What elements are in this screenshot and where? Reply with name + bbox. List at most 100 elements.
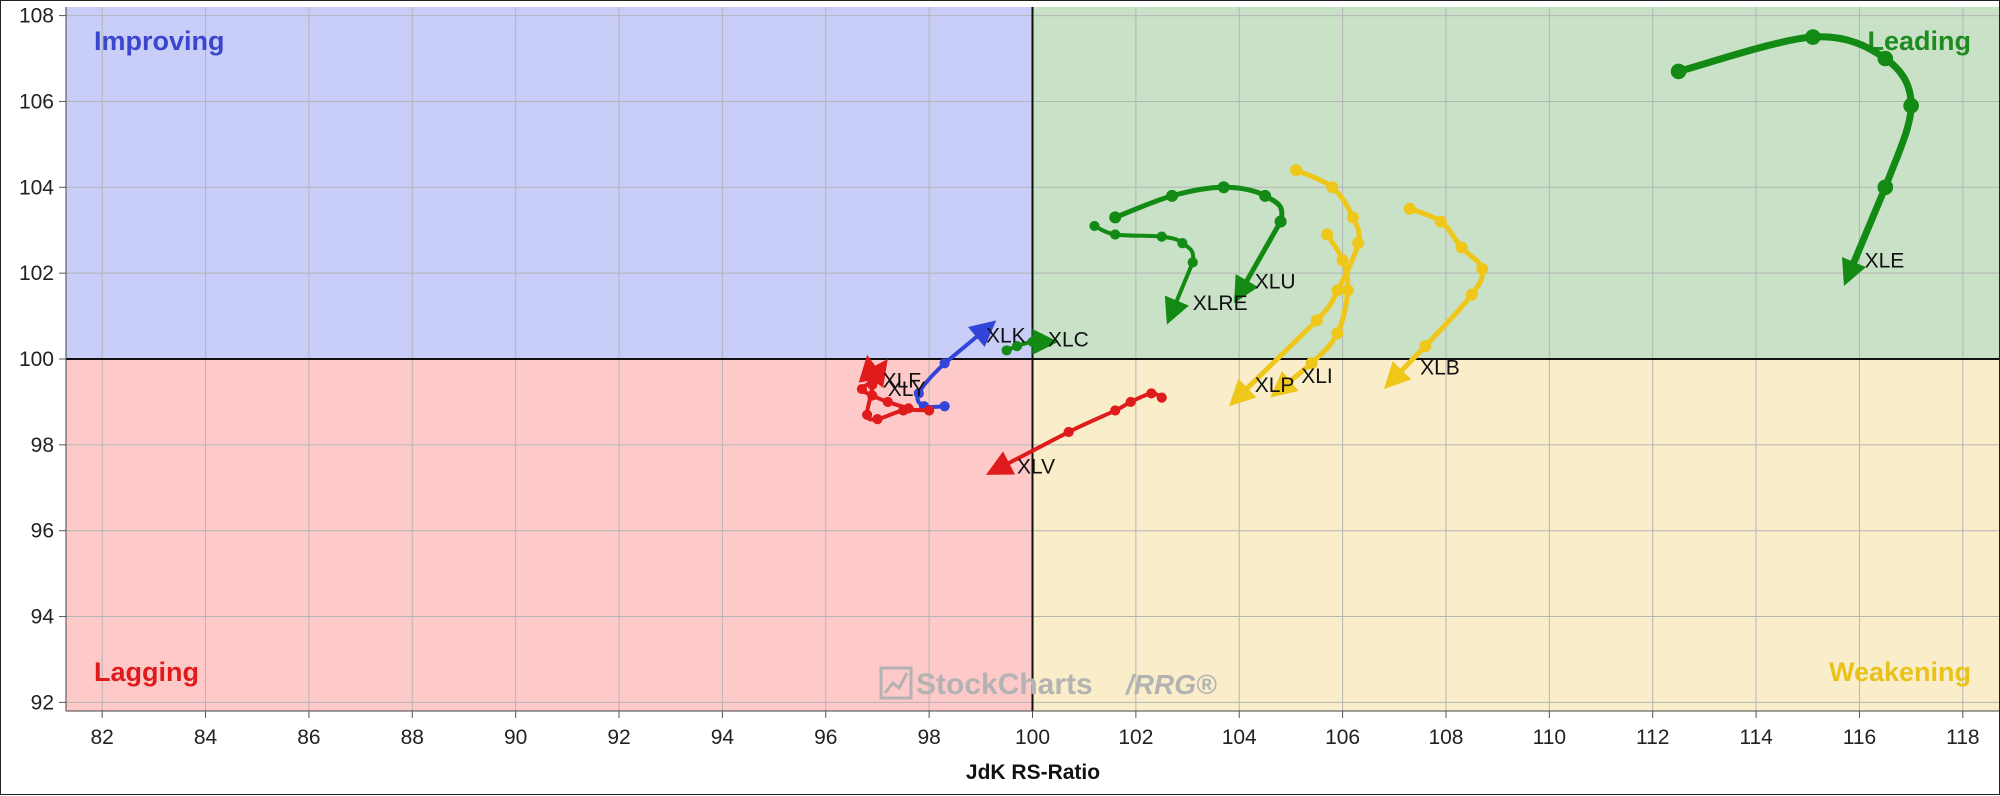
- tail-point-xlf: [862, 409, 873, 420]
- quadrant-lagging: [66, 359, 1033, 711]
- tail-label-xly: XLY: [888, 378, 926, 401]
- tail-point-xle: [1877, 50, 1894, 67]
- x-tick-label: 108: [1428, 726, 1463, 749]
- tail-point-xlv: [1146, 388, 1157, 399]
- quadrant-backgrounds: [66, 7, 1999, 711]
- series-xlc: [1001, 328, 1059, 356]
- tail-point-xlp: [1310, 314, 1323, 327]
- quadrant-label-lagging: Lagging: [94, 657, 199, 687]
- tail-point-xlv: [1156, 392, 1167, 403]
- tail-point-xle: [1877, 179, 1894, 196]
- watermark-logo-icon: [879, 666, 913, 700]
- x-tick-label: 110: [1533, 726, 1566, 749]
- tail-arrowhead-xlv: [985, 451, 1016, 475]
- x-tick-label: 84: [194, 726, 218, 749]
- series-xli: [1270, 228, 1354, 398]
- tail-label-xle: XLE: [1865, 249, 1905, 272]
- x-tick-label: 114: [1739, 726, 1773, 749]
- tail-arrowhead-xlk: [968, 320, 997, 347]
- tail-point-xlp: [1290, 164, 1303, 177]
- series-xlp: [1228, 164, 1365, 407]
- watermark: StockCharts /RRG®: [879, 666, 1217, 701]
- tail-arrowhead-xlre: [1164, 295, 1189, 325]
- tail-point-xlb: [1455, 241, 1468, 254]
- tail-point-xlb: [1403, 202, 1416, 215]
- x-tick-label: 106: [1325, 726, 1360, 749]
- tail-point-xlf: [872, 413, 883, 425]
- x-tick-label: 90: [504, 726, 527, 749]
- y-tick-label: 108: [19, 5, 54, 28]
- tail-point-xle: [1805, 29, 1821, 45]
- watermark-brand: StockCharts: [916, 668, 1093, 701]
- tail-point-xlb: [1419, 340, 1432, 353]
- tail-label-xlb: XLB: [1420, 357, 1460, 380]
- tail-point-xlp: [1346, 211, 1359, 224]
- y-tick-label: 106: [19, 90, 54, 113]
- tail-arrowhead-xlc: [1032, 328, 1059, 355]
- tail-point-xle: [1903, 97, 1919, 114]
- y-tick-label: 100: [19, 348, 54, 371]
- tail-point-xli: [1331, 327, 1344, 340]
- tail-point-xlre: [1156, 231, 1167, 242]
- tail-point-xli: [1305, 357, 1318, 370]
- series-xle: [1670, 29, 1919, 287]
- x-tick-label: 116: [1843, 726, 1876, 749]
- tail-point-xlb: [1434, 215, 1447, 228]
- x-tick-label: 96: [814, 726, 837, 749]
- axis-ticks: 82 84 86 88 90 92 94 96 98 100 102 104 106 108 110 112 1…: [19, 5, 1999, 749]
- tail-point-xlc: [1011, 341, 1023, 352]
- tail-arrowhead-xly: [862, 359, 888, 388]
- watermark-product: /RRG®: [1124, 669, 1217, 700]
- tail-point-xlv: [1063, 426, 1074, 438]
- tail-arrowhead-xlb: [1383, 361, 1412, 390]
- x-tick-label: 92: [607, 726, 630, 749]
- x-tick-label: 82: [90, 726, 113, 749]
- tail-point-xlu: [1166, 189, 1179, 202]
- tail-point-xlk: [939, 358, 950, 369]
- tail-point-xlu: [1109, 211, 1122, 224]
- y-tick-label: 102: [19, 262, 54, 285]
- y-tick-label: 98: [31, 434, 54, 457]
- tail-point-xlu: [1259, 189, 1272, 202]
- tail-point-xlp: [1352, 237, 1365, 250]
- tail-line-xlk: [915, 334, 979, 410]
- series-xlk: [913, 320, 997, 412]
- quadrant-label-weakening: Weakening: [1829, 657, 1971, 687]
- tail-point-xly: [903, 403, 914, 414]
- y-tick-label: 92: [31, 691, 54, 714]
- tail-arrowhead-xle: [1841, 257, 1866, 287]
- tail-label-xlu: XLU: [1255, 271, 1296, 294]
- x-tick-label: 100: [1015, 726, 1050, 749]
- tail-point-xly: [867, 390, 878, 401]
- tail-point-xlv: [1125, 396, 1136, 408]
- tail-point-xlp: [1326, 181, 1339, 194]
- series-xlv: [985, 388, 1167, 475]
- series-xlu: [1109, 181, 1287, 304]
- tail-arrowhead-xlp: [1228, 378, 1257, 407]
- x-tick-label: 86: [297, 726, 320, 749]
- tail-point-xli: [1321, 228, 1334, 241]
- series-xlre: [1089, 220, 1198, 325]
- x-tick-label: 118: [1946, 726, 1979, 749]
- tail-label-xlp: XLP: [1255, 374, 1295, 397]
- x-tick-label: 112: [1636, 726, 1669, 749]
- quadrant-leading: [1032, 7, 1999, 359]
- tail-point-xlre: [1187, 257, 1198, 268]
- tail-point-xlp: [1331, 284, 1344, 297]
- tail-label-xlf: XLF: [883, 369, 922, 392]
- tail-point-xlb: [1465, 288, 1478, 301]
- tail-point-xlb: [1476, 262, 1489, 275]
- tail-point-xly: [856, 383, 868, 395]
- tail-point-xle: [1670, 63, 1687, 80]
- tail-point-xlf: [924, 405, 935, 416]
- y-tick-label: 104: [19, 176, 54, 199]
- tail-arrowhead-xlu: [1234, 274, 1259, 304]
- x-tick-label: 88: [401, 726, 424, 749]
- tail-point-xlre: [1177, 237, 1188, 249]
- tail-point-xlv: [1110, 405, 1121, 416]
- tail-point-xlu: [1274, 215, 1287, 228]
- tail-point-xli: [1336, 254, 1349, 267]
